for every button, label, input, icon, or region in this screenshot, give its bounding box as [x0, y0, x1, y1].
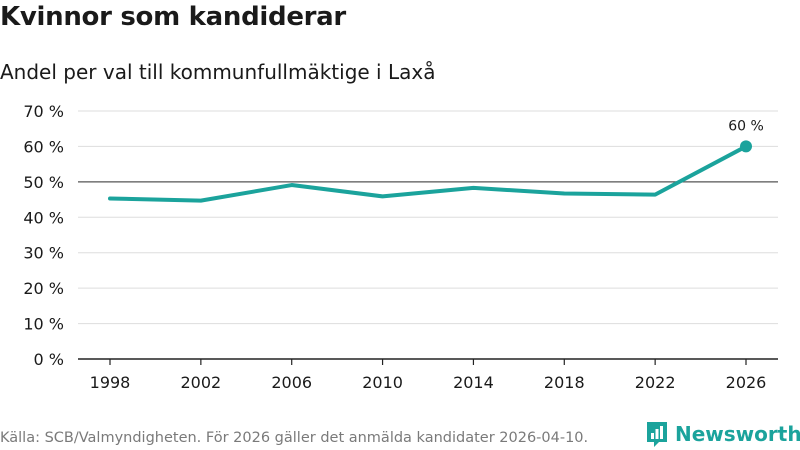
highlight-point [740, 140, 752, 153]
grid-layer [78, 110, 778, 325]
y-axis: 0 % 10 % 20 % 30 % 40 % 50 % 60 % 70 % [23, 102, 64, 369]
x-tick-label: 2006 [271, 373, 312, 392]
series-line [108, 144, 748, 203]
y-tick-label: 60 % [23, 137, 64, 156]
y-tick-label: 20 % [23, 279, 64, 298]
series-layer: 60 % [108, 118, 764, 203]
x-tick-label: 2014 [453, 373, 494, 392]
chart-subtitle: Andel per val till kommunfullmäktige i L… [0, 60, 436, 84]
y-tick-label: 50 % [23, 173, 64, 192]
x-tick-label: 2026 [726, 373, 767, 392]
source-note: Källa: SCB/Valmyndigheten. För 2026 gäll… [0, 430, 589, 446]
x-tick-label: 1998 [90, 373, 131, 392]
y-tick-label: 10 % [23, 315, 64, 334]
x-tick-label: 2018 [544, 373, 585, 392]
brand-logo: Newsworthy [645, 420, 800, 448]
y-tick-label: 70 % [23, 102, 64, 121]
newsworthy-logo-icon [647, 422, 667, 447]
x-tick-label: 2022 [635, 373, 676, 392]
highlight-label: 60 % [728, 118, 764, 134]
y-tick-label: 0 % [34, 350, 64, 369]
y-tick-label: 40 % [23, 208, 64, 227]
x-tick-label: 2002 [180, 373, 221, 392]
x-tick-label: 2010 [362, 373, 403, 392]
chart-title: Kvinnor som kandiderar [0, 2, 346, 32]
brand-name: Newsworthy [675, 422, 800, 446]
x-axis: 1998 2002 2006 2010 2014 2018 2022 2026 [78, 358, 778, 392]
y-tick-label: 30 % [23, 244, 64, 263]
